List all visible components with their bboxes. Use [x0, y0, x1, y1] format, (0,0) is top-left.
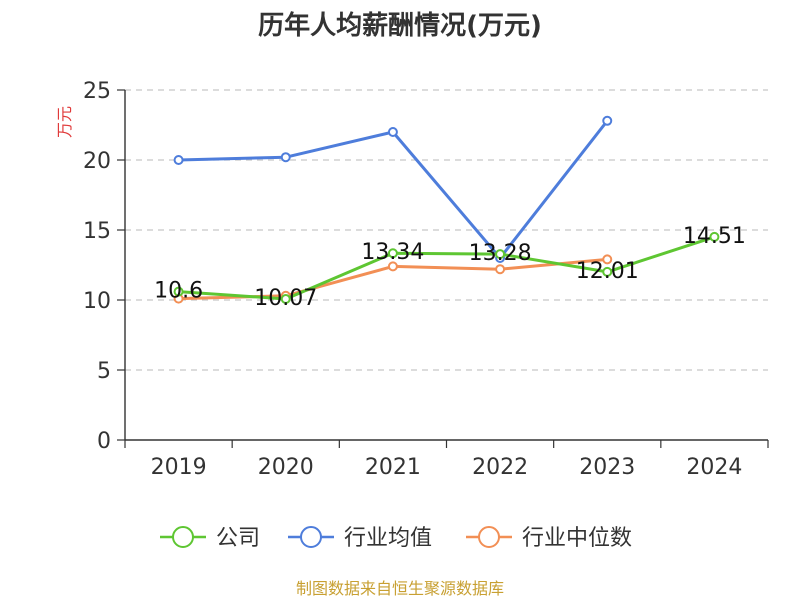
x-tick-label: 2020	[258, 455, 314, 480]
data-point	[173, 155, 184, 165]
y-tick-label: 5	[97, 359, 111, 384]
data-point	[602, 266, 613, 277]
data-point	[387, 127, 398, 137]
chart-title: 历年人均薪酬情况(万元)	[258, 10, 542, 41]
legend-swatch-marker	[300, 526, 322, 548]
data-point	[173, 286, 184, 297]
y-tick-label: 0	[97, 429, 111, 454]
data-labels: 10.6 10.07 13.34 13.28 12.01 14.51	[154, 224, 746, 311]
x-tick-label: 2019	[151, 455, 207, 480]
gridlines	[125, 89, 768, 371]
data-label: 14.51	[683, 224, 746, 249]
x-tick-label: 2023	[579, 455, 635, 480]
legend-label: 行业中位数	[522, 526, 632, 551]
data-point	[387, 248, 398, 259]
data-point	[495, 249, 506, 260]
legend-label: 公司	[216, 526, 260, 551]
data-point	[495, 264, 506, 275]
series-lines	[173, 115, 720, 305]
data-label: 10.07	[254, 286, 317, 311]
legend-swatch-marker	[478, 526, 500, 548]
data-point	[602, 115, 613, 126]
data-label: 13.34	[361, 240, 424, 265]
series-line	[178, 119, 609, 260]
data-label: 10.6	[154, 279, 203, 304]
data-point	[387, 261, 398, 272]
x-tick-label: 2024	[686, 455, 742, 480]
x-tick-label: 2021	[365, 455, 421, 480]
legend-label: 行业均值	[344, 526, 432, 551]
legend-swatch-marker	[172, 526, 194, 548]
x-tick-label: 2022	[472, 455, 528, 480]
y-tick-label: 15	[83, 219, 111, 244]
y-axis-label: 万元	[55, 106, 74, 138]
data-label: 13.28	[469, 241, 532, 266]
y-tick-label: 20	[83, 149, 111, 174]
data-point	[602, 254, 613, 265]
tick-labels: 0 5 10 15 20 25 2019 2020 2021 2022 2023 2024	[83, 79, 742, 480]
y-tick-label: 10	[83, 289, 111, 314]
axes	[117, 89, 769, 448]
data-label: 12.01	[576, 259, 639, 284]
series-line	[178, 235, 715, 301]
data-point	[280, 152, 291, 163]
source-note: 制图数据来自恒生聚源数据库	[296, 579, 504, 598]
data-point	[709, 231, 720, 242]
y-tick-label: 25	[83, 79, 111, 104]
legend: 公司 行业均值 行业中位数	[160, 526, 632, 551]
data-point	[280, 294, 291, 305]
